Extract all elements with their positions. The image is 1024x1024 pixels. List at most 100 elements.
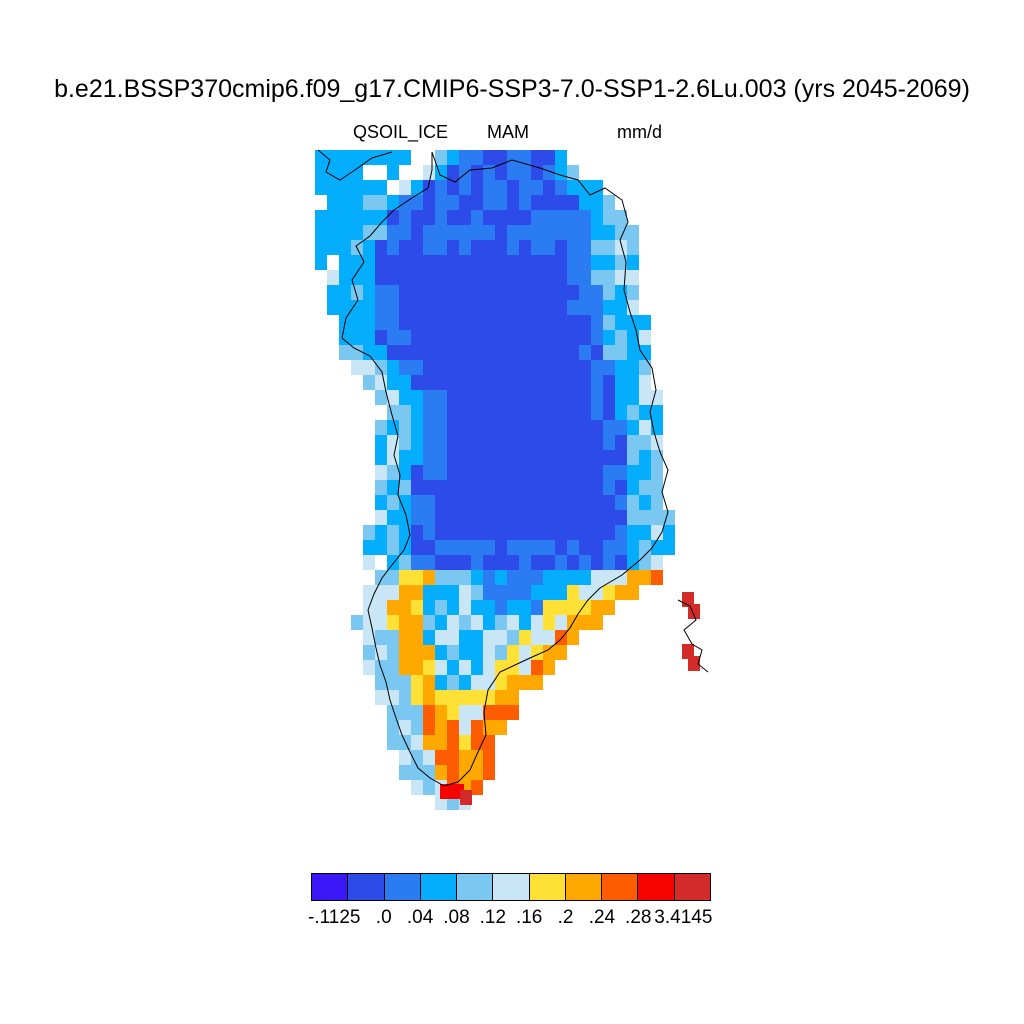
grid-cell: [423, 570, 435, 585]
grid-cell: [471, 660, 483, 675]
grid-cell: [399, 675, 411, 690]
grid-cell: [423, 540, 435, 555]
grid-cell: [615, 480, 627, 495]
grid-cell: [519, 615, 531, 630]
grid-cell: [651, 555, 663, 570]
grid-cell: [567, 465, 579, 480]
grid-cell: [627, 465, 639, 480]
grid-cell: [363, 300, 375, 315]
grid-cell: [567, 600, 579, 615]
grid-cell: [567, 405, 579, 420]
grid-cell: [327, 180, 339, 195]
grid-cell: [651, 465, 663, 480]
grid-cell: [531, 450, 543, 465]
grid-cell: [387, 555, 399, 570]
grid-cell: [591, 420, 603, 435]
grid-cell: [543, 210, 555, 225]
grid-cell: [591, 270, 603, 285]
grid-cell: [411, 240, 423, 255]
grid-cell: [543, 555, 555, 570]
grid-cell: [447, 465, 459, 480]
grid-cell: [387, 165, 399, 180]
grid-cell: [495, 525, 507, 540]
grid-cell: [387, 330, 399, 345]
grid-cell: [603, 585, 615, 600]
grid-cell: [483, 195, 495, 210]
grid-cell: [471, 300, 483, 315]
grid-cell: [495, 615, 507, 630]
grid-cell: [411, 300, 423, 315]
grid-cell: [459, 375, 471, 390]
grid-cell: [519, 510, 531, 525]
grid-cell: [447, 225, 459, 240]
grid-cell: [483, 675, 495, 690]
grid-cell: [483, 585, 495, 600]
grid-cell: [495, 720, 507, 735]
grid-cell: [543, 180, 555, 195]
grid-cell: [315, 240, 327, 255]
grid-cell: [460, 790, 472, 805]
grid-cell: [543, 360, 555, 375]
grid-cell: [447, 270, 459, 285]
grid-cell: [615, 345, 627, 360]
colorbar-tick-label: 3.4145: [654, 907, 713, 928]
grid-cell: [351, 210, 363, 225]
grid-cell: [351, 285, 363, 300]
grid-cell: [507, 585, 519, 600]
grid-cell: [555, 345, 567, 360]
grid-cell: [615, 210, 627, 225]
grid-cell: [531, 375, 543, 390]
colorbar: [311, 873, 711, 901]
grid-cell: [531, 420, 543, 435]
grid-cell: [519, 450, 531, 465]
grid-cell: [543, 600, 555, 615]
grid-cell: [423, 645, 435, 660]
grid-cell: [567, 270, 579, 285]
grid-cell: [339, 300, 351, 315]
grid-cell: [435, 615, 447, 630]
grid-cell: [375, 480, 387, 495]
grid-cell: [447, 615, 459, 630]
grid-cell: [411, 675, 423, 690]
grid-cell: [399, 615, 411, 630]
grid-cell: [579, 540, 591, 555]
grid-cell: [363, 645, 375, 660]
grid-cell: [447, 570, 459, 585]
grid-cell: [507, 510, 519, 525]
grid-cell: [459, 525, 471, 540]
grid-cell: [375, 180, 387, 195]
grid-cell: [459, 225, 471, 240]
grid-cell: [435, 660, 447, 675]
grid-cell: [651, 510, 663, 525]
grid-cell: [555, 495, 567, 510]
grid-cell: [459, 705, 471, 720]
grid-cell: [639, 495, 651, 510]
grid-cell: [351, 330, 363, 345]
grid-cell: [459, 495, 471, 510]
grid-cell: [471, 330, 483, 345]
grid-cell: [627, 225, 639, 240]
grid-cell: [603, 525, 615, 540]
grid-cell: [447, 660, 459, 675]
grid-cell: [387, 255, 399, 270]
grid-cell: [543, 540, 555, 555]
grid-cell: [615, 390, 627, 405]
grid-cell: [639, 435, 651, 450]
grid-cell: [531, 405, 543, 420]
grid-cell: [471, 495, 483, 510]
grid-cell: [423, 705, 435, 720]
grid-cell: [543, 465, 555, 480]
grid-cell: [483, 255, 495, 270]
grid-cell: [339, 285, 351, 300]
grid-cell: [531, 300, 543, 315]
grid-cell: [543, 345, 555, 360]
grid-cell: [507, 420, 519, 435]
grid-cell: [567, 375, 579, 390]
grid-cell: [519, 660, 531, 675]
grid-cell: [555, 555, 567, 570]
grid-cell: [423, 330, 435, 345]
grid-cell: [363, 270, 375, 285]
grid-cell: [519, 390, 531, 405]
grid-cell: [531, 225, 543, 240]
